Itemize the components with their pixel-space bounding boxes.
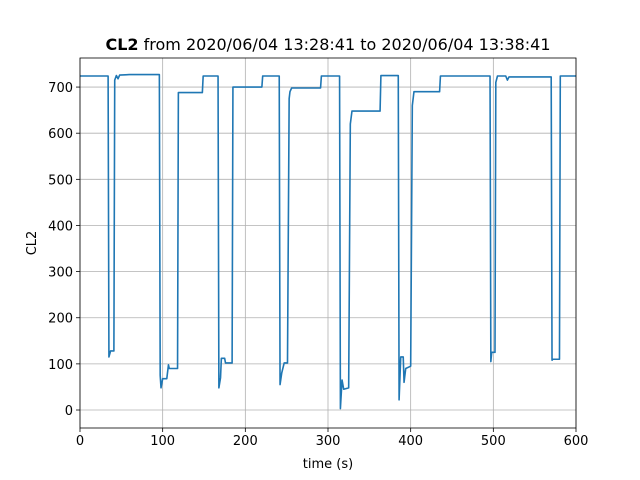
y-tick-label: 0: [65, 404, 73, 419]
data-line: [80, 73, 576, 410]
title-bold: CL2: [105, 35, 138, 54]
x-tick-label: 500: [481, 434, 506, 449]
x-tick-label: 300: [316, 434, 341, 449]
y-tick-label: 700: [48, 81, 73, 96]
y-tick-label: 200: [48, 312, 73, 327]
title-text: from 2020/06/04 13:28:41 to 2020/06/04 1…: [144, 35, 551, 54]
x-tick-label: 600: [564, 434, 589, 449]
x-tick-label: 0: [76, 434, 84, 449]
y-tick-label: 300: [48, 266, 73, 281]
x-axis-label: time (s): [303, 457, 353, 472]
y-axis-label: CL2: [25, 231, 40, 256]
x-tick-label: 200: [233, 434, 258, 449]
x-tick-label: 100: [150, 434, 175, 449]
chart-title: CL2 from 2020/06/04 13:28:41 to 2020/06/…: [105, 35, 550, 54]
y-tick-label: 500: [48, 173, 73, 188]
y-tick-label: 400: [48, 219, 73, 234]
x-tick-label: 400: [398, 434, 423, 449]
y-tick-label: 600: [48, 127, 73, 142]
y-tick-label: 100: [48, 358, 73, 373]
plot-frame: [79, 57, 577, 429]
